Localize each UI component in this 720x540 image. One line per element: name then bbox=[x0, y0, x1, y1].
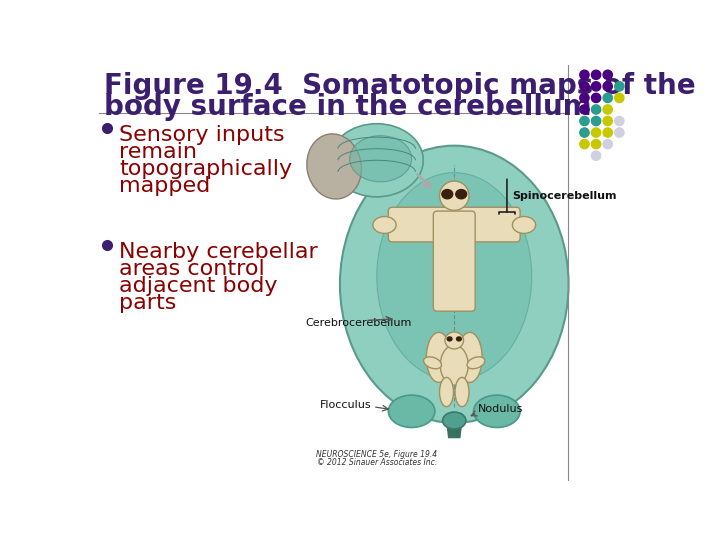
Ellipse shape bbox=[474, 395, 520, 428]
Ellipse shape bbox=[373, 217, 396, 233]
Text: Caudal: Caudal bbox=[359, 186, 398, 195]
Circle shape bbox=[580, 70, 589, 79]
Text: Nodulus: Nodulus bbox=[477, 404, 523, 414]
Ellipse shape bbox=[388, 395, 435, 428]
Text: Figure 19.4  Somatotopic maps of the: Figure 19.4 Somatotopic maps of the bbox=[104, 72, 696, 100]
Ellipse shape bbox=[513, 217, 536, 233]
Text: topographically: topographically bbox=[120, 159, 292, 179]
Circle shape bbox=[591, 139, 600, 148]
Ellipse shape bbox=[426, 333, 451, 382]
Ellipse shape bbox=[456, 336, 462, 342]
Circle shape bbox=[591, 82, 600, 91]
Text: body surface in the cerebellum: body surface in the cerebellum bbox=[104, 93, 592, 122]
FancyBboxPatch shape bbox=[388, 207, 520, 242]
Circle shape bbox=[580, 139, 589, 148]
Circle shape bbox=[580, 105, 589, 114]
Ellipse shape bbox=[307, 134, 361, 199]
Text: NEUROSCIENCE 5e, Figure 19.4: NEUROSCIENCE 5e, Figure 19.4 bbox=[316, 450, 437, 459]
Ellipse shape bbox=[442, 190, 453, 199]
Circle shape bbox=[580, 93, 589, 103]
Ellipse shape bbox=[445, 332, 464, 349]
Text: adjacent body: adjacent body bbox=[120, 276, 278, 296]
Ellipse shape bbox=[457, 333, 482, 382]
Ellipse shape bbox=[455, 377, 469, 407]
Circle shape bbox=[580, 82, 589, 91]
Text: Flocculus: Flocculus bbox=[320, 400, 372, 410]
Circle shape bbox=[615, 117, 624, 126]
Circle shape bbox=[603, 82, 612, 91]
Ellipse shape bbox=[330, 124, 423, 197]
Text: remain: remain bbox=[120, 142, 197, 162]
Ellipse shape bbox=[441, 345, 468, 385]
Circle shape bbox=[580, 128, 589, 137]
Ellipse shape bbox=[340, 146, 569, 423]
Circle shape bbox=[591, 70, 600, 79]
Text: parts: parts bbox=[120, 293, 177, 313]
Circle shape bbox=[603, 117, 612, 126]
FancyBboxPatch shape bbox=[433, 211, 475, 311]
Circle shape bbox=[591, 117, 600, 126]
Ellipse shape bbox=[377, 173, 532, 381]
Text: areas control: areas control bbox=[120, 259, 265, 279]
Text: © 2012 Sinauer Associates Inc.: © 2012 Sinauer Associates Inc. bbox=[317, 458, 437, 467]
Circle shape bbox=[580, 117, 589, 126]
Circle shape bbox=[603, 139, 612, 148]
Ellipse shape bbox=[350, 136, 412, 182]
Circle shape bbox=[615, 128, 624, 137]
Text: mapped: mapped bbox=[120, 176, 211, 195]
Circle shape bbox=[603, 105, 612, 114]
Ellipse shape bbox=[446, 336, 453, 342]
Ellipse shape bbox=[467, 357, 485, 369]
Ellipse shape bbox=[439, 181, 469, 210]
Text: Nearby cerebellar: Nearby cerebellar bbox=[120, 242, 318, 262]
Text: Cerebrocerebellum: Cerebrocerebellum bbox=[305, 318, 412, 328]
Circle shape bbox=[615, 93, 624, 103]
Text: Spinocerebellum: Spinocerebellum bbox=[513, 191, 617, 201]
Ellipse shape bbox=[439, 377, 454, 407]
Circle shape bbox=[603, 93, 612, 103]
Ellipse shape bbox=[443, 412, 466, 429]
Circle shape bbox=[591, 105, 600, 114]
Polygon shape bbox=[446, 425, 462, 438]
Circle shape bbox=[603, 70, 612, 79]
Ellipse shape bbox=[456, 190, 467, 199]
Circle shape bbox=[591, 93, 600, 103]
Circle shape bbox=[591, 151, 600, 160]
Circle shape bbox=[591, 128, 600, 137]
Text: Sensory inputs: Sensory inputs bbox=[120, 125, 285, 145]
Circle shape bbox=[615, 82, 624, 91]
Circle shape bbox=[603, 128, 612, 137]
Ellipse shape bbox=[423, 357, 441, 369]
